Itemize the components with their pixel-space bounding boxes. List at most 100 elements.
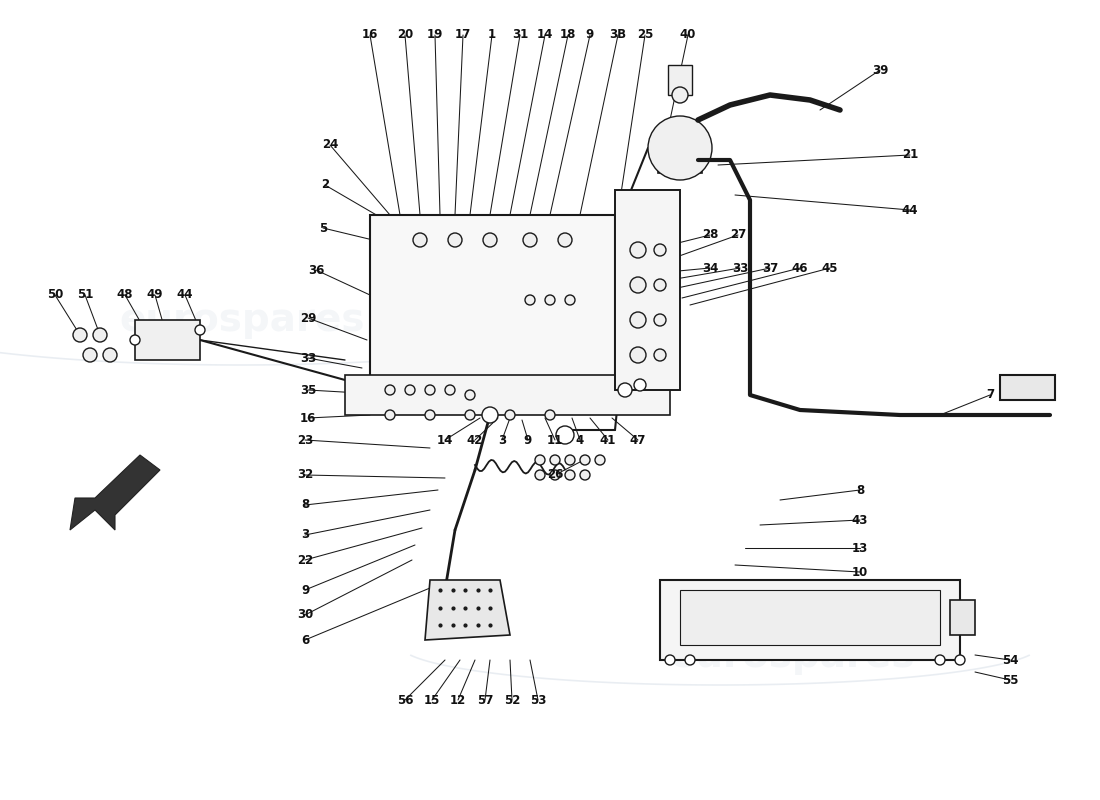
Text: 14: 14 (437, 434, 453, 446)
Bar (950, 600, 975, 635)
Text: 13: 13 (851, 542, 868, 554)
Text: 15: 15 (424, 694, 440, 706)
Text: 39: 39 (872, 63, 888, 77)
Text: 28: 28 (702, 229, 718, 242)
Text: 51: 51 (77, 289, 94, 302)
Circle shape (482, 407, 498, 423)
Text: 33: 33 (732, 262, 748, 274)
Circle shape (535, 455, 544, 465)
Text: 54: 54 (1002, 654, 1019, 666)
Text: 44: 44 (902, 203, 918, 217)
Text: 53: 53 (530, 694, 547, 706)
Text: 16: 16 (300, 411, 316, 425)
Circle shape (630, 312, 646, 328)
Text: 33: 33 (300, 351, 316, 365)
Circle shape (634, 379, 646, 391)
Circle shape (465, 390, 475, 400)
Circle shape (550, 455, 560, 465)
Bar (668, 65, 692, 95)
Text: 55: 55 (1002, 674, 1019, 686)
Text: 11: 11 (547, 434, 563, 446)
Text: 41: 41 (600, 434, 616, 446)
Text: 12: 12 (450, 694, 466, 706)
Text: 9: 9 (301, 583, 309, 597)
Text: 10: 10 (851, 566, 868, 578)
Circle shape (82, 348, 97, 362)
Circle shape (580, 455, 590, 465)
Text: 2: 2 (321, 178, 329, 191)
Circle shape (130, 335, 140, 345)
Circle shape (505, 410, 515, 420)
Circle shape (94, 328, 107, 342)
Bar (345, 375, 670, 415)
Circle shape (525, 295, 535, 305)
Text: 47: 47 (630, 434, 646, 446)
Text: 36: 36 (308, 263, 324, 277)
Text: 43: 43 (851, 514, 868, 526)
Text: 56: 56 (397, 694, 414, 706)
Text: eurospares: eurospares (119, 301, 365, 339)
Text: 50: 50 (47, 289, 63, 302)
Text: 49: 49 (146, 289, 163, 302)
Text: 31: 31 (512, 29, 528, 42)
Circle shape (405, 385, 415, 395)
Text: 4: 4 (576, 434, 584, 446)
Text: 8: 8 (856, 483, 865, 497)
Text: 42: 42 (466, 434, 483, 446)
Text: 3: 3 (498, 434, 506, 446)
Text: 1: 1 (488, 29, 496, 42)
Text: eurospares: eurospares (669, 637, 915, 675)
Circle shape (556, 426, 574, 444)
Circle shape (195, 325, 205, 335)
Circle shape (648, 116, 712, 180)
Circle shape (544, 410, 556, 420)
Circle shape (630, 242, 646, 258)
Text: 27: 27 (730, 229, 746, 242)
Text: 52: 52 (504, 694, 520, 706)
Circle shape (465, 410, 475, 420)
Circle shape (955, 655, 965, 665)
Text: 46: 46 (792, 262, 808, 274)
Polygon shape (425, 580, 510, 640)
Circle shape (666, 655, 675, 665)
Text: 16: 16 (362, 29, 378, 42)
Circle shape (618, 383, 632, 397)
Circle shape (425, 385, 435, 395)
Circle shape (935, 655, 945, 665)
Text: 9: 9 (524, 434, 532, 446)
Text: 29: 29 (300, 311, 316, 325)
Text: 37: 37 (762, 262, 778, 274)
Circle shape (103, 348, 117, 362)
Text: 9: 9 (586, 29, 594, 42)
Text: 7: 7 (986, 389, 994, 402)
Circle shape (412, 233, 427, 247)
Text: 22: 22 (297, 554, 313, 566)
Text: 57: 57 (476, 694, 493, 706)
Circle shape (483, 233, 497, 247)
Text: 24: 24 (322, 138, 338, 151)
Text: 20: 20 (397, 29, 414, 42)
Circle shape (522, 233, 537, 247)
Circle shape (580, 470, 590, 480)
Circle shape (448, 233, 462, 247)
Text: 18: 18 (560, 29, 576, 42)
Circle shape (654, 314, 666, 326)
Circle shape (446, 385, 455, 395)
Bar (135, 320, 200, 360)
Circle shape (654, 244, 666, 256)
Circle shape (73, 328, 87, 342)
Circle shape (558, 233, 572, 247)
Text: 19: 19 (427, 29, 443, 42)
Text: 40: 40 (680, 29, 696, 42)
Bar (658, 135, 702, 173)
Text: 32: 32 (297, 469, 313, 482)
Text: 14: 14 (537, 29, 553, 42)
Text: 44: 44 (177, 289, 194, 302)
Circle shape (535, 470, 544, 480)
Circle shape (654, 349, 666, 361)
Bar (370, 215, 615, 380)
Circle shape (565, 470, 575, 480)
Text: 5: 5 (319, 222, 327, 234)
Circle shape (565, 295, 575, 305)
Text: 21: 21 (902, 149, 918, 162)
